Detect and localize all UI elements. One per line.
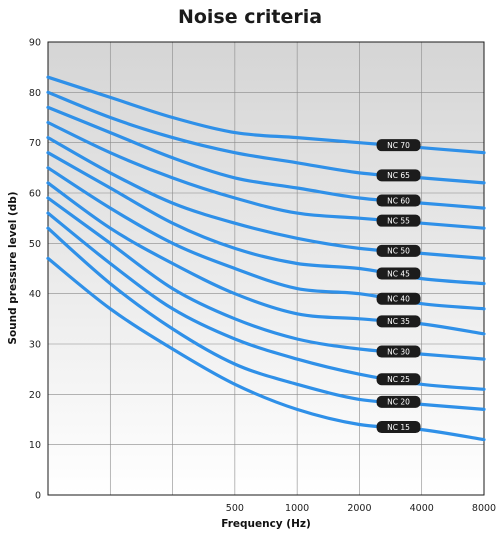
- series-label: NC 40: [387, 295, 410, 304]
- y-tick-label: 90: [29, 38, 41, 49]
- series-badge: [376, 244, 421, 257]
- series-badge: [376, 395, 421, 408]
- series-label: NC 15: [387, 423, 410, 432]
- chart-title: Noise criteria: [177, 6, 323, 28]
- series-label: NC 20: [387, 398, 410, 407]
- series-badge: [376, 214, 421, 227]
- y-tick-label: 50: [29, 239, 41, 250]
- y-tick-label: 10: [29, 440, 41, 451]
- series-badge: [376, 292, 421, 305]
- y-axis-label: Sound pressure level (db): [7, 191, 19, 344]
- series-badge: [376, 421, 421, 434]
- series-label: NC 55: [387, 216, 410, 225]
- series-label: NC 45: [387, 269, 410, 278]
- y-tick-label: 40: [29, 289, 41, 300]
- x-tick-label: 4000: [410, 503, 434, 514]
- series-label: NC 25: [387, 375, 410, 384]
- x-axis-ticks: 500 1000 2000 4000 8000: [226, 503, 496, 514]
- y-tick-label: 0: [35, 491, 41, 502]
- y-tick-label: 30: [29, 340, 41, 351]
- series-badge: [376, 315, 421, 328]
- series-badge: [376, 139, 421, 152]
- series-label: NC 35: [387, 317, 410, 326]
- series-badge: [376, 267, 421, 280]
- x-tick-label: 2000: [347, 503, 371, 514]
- series-label: NC 70: [387, 141, 410, 150]
- y-tick-label: 80: [29, 88, 41, 99]
- x-tick-label: 8000: [472, 503, 496, 514]
- series-label: NC 50: [387, 247, 410, 256]
- series-label: NC 30: [387, 347, 410, 356]
- y-tick-label: 70: [29, 138, 41, 149]
- series-badge: [376, 373, 421, 386]
- series-label: NC 65: [387, 171, 410, 180]
- plot-border: [47, 41, 485, 496]
- y-tick-label: 20: [29, 390, 41, 401]
- series-badge: [376, 169, 421, 182]
- series-badges: NC 70 NC 65 NC 60 NC 55 NC 50 NC 45 NC 40 NC 35…: [376, 139, 421, 434]
- x-tick-label: 500: [226, 503, 244, 514]
- y-axis-ticks: 0 10 20 30 40 50 60 70 80 90: [29, 38, 41, 502]
- x-axis-label: Frequency (Hz): [221, 518, 311, 530]
- series-badge: [376, 345, 421, 358]
- series-badge: [376, 194, 421, 207]
- x-tick-label: 1000: [285, 503, 309, 514]
- series-label: NC 60: [387, 196, 410, 205]
- y-tick-label: 60: [29, 189, 41, 200]
